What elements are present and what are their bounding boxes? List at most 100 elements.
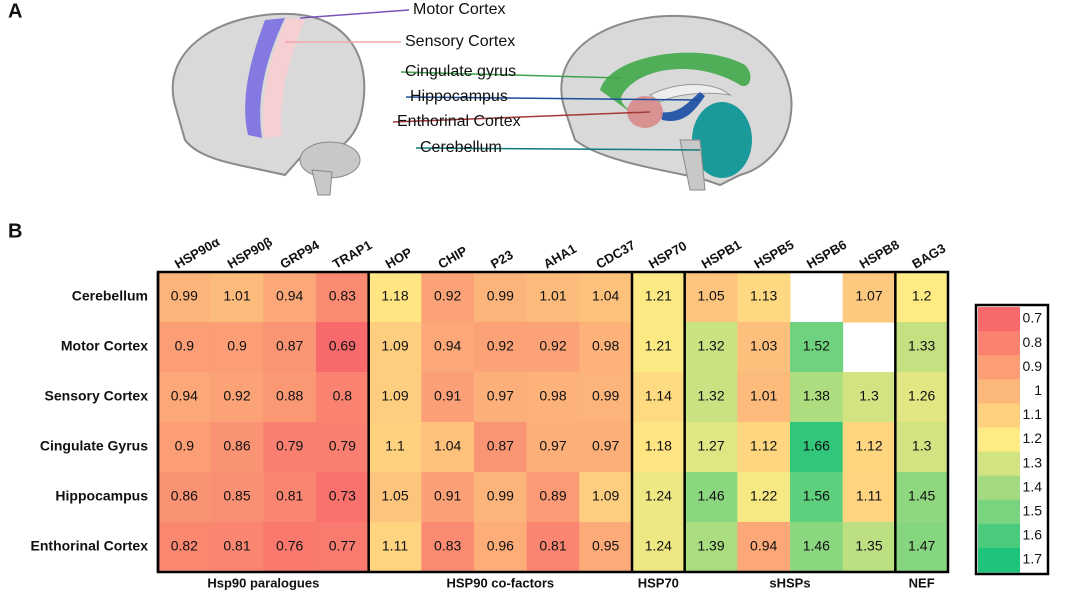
cell-label: 1.21 xyxy=(645,288,672,304)
cell-label: 1.05 xyxy=(381,488,408,504)
colorbar-label: 1 xyxy=(1034,382,1042,398)
column-label: GRP94 xyxy=(277,237,322,272)
heatmap-cell xyxy=(158,272,212,323)
heatmap-cell xyxy=(263,522,317,573)
column-label: P23 xyxy=(488,247,516,272)
cell-label: 1.09 xyxy=(381,388,408,404)
heatmap-cell xyxy=(684,422,738,473)
colorbar-swatch xyxy=(978,427,1020,453)
heatmap-cell xyxy=(632,272,686,323)
colorbar-swatch xyxy=(978,499,1020,525)
cell-label: 0.92 xyxy=(223,388,250,404)
heatmap-cell xyxy=(316,372,370,423)
column-label: HSP70 xyxy=(646,238,689,272)
cell-label: 1.39 xyxy=(697,538,724,554)
heatmap-cell xyxy=(421,372,475,423)
heatmap-cell xyxy=(579,272,633,323)
group-label: NEF xyxy=(909,575,935,590)
column-label: HSPB8 xyxy=(857,237,902,272)
colorbar-label: 1.7 xyxy=(1023,551,1043,567)
cell-label: 0.8 xyxy=(333,388,353,404)
row-label: Sensory Cortex xyxy=(45,388,149,404)
column-label: CHIP xyxy=(435,243,470,272)
lateral-brain xyxy=(171,12,366,196)
heatmap-cell xyxy=(421,422,475,473)
heatmap-cell xyxy=(895,372,949,423)
heatmap-cell xyxy=(632,372,686,423)
cell-label: 1.09 xyxy=(381,338,408,354)
heatmap-border xyxy=(156,270,950,574)
panel-label: B xyxy=(8,220,22,242)
heatmap-cell xyxy=(210,322,264,373)
colorbar-label: 1.4 xyxy=(1023,478,1043,494)
heatmap-cell xyxy=(842,522,896,573)
colorbar-label: 0.9 xyxy=(1023,358,1043,374)
column-label: BAG3 xyxy=(909,241,948,272)
heatmap-cell xyxy=(684,522,738,573)
group-label: HSP90 co-factors xyxy=(447,575,555,590)
cell-label: 0.99 xyxy=(487,288,514,304)
heatmap-cell xyxy=(842,472,896,523)
cell-label: 0.87 xyxy=(276,338,303,354)
heatmap-cell xyxy=(632,422,686,473)
cell-label: 1.46 xyxy=(697,488,724,504)
cell-label: 0.79 xyxy=(276,438,303,454)
leader-line xyxy=(415,147,701,151)
colorbar-swatch xyxy=(978,451,1020,477)
cell-label: 1.1 xyxy=(385,438,405,454)
heatmap-cell xyxy=(316,322,370,373)
heatmap-cell xyxy=(579,322,633,373)
heatmap-cell xyxy=(526,272,580,323)
panel-label: A xyxy=(8,0,22,22)
heatmap-cell xyxy=(421,472,475,523)
cell-label: 0.76 xyxy=(276,538,303,554)
heatmap-cell xyxy=(684,372,738,423)
colorbar-label: 1.1 xyxy=(1023,406,1043,422)
heatmap-cell xyxy=(158,472,212,523)
cell-label: 1.04 xyxy=(592,288,619,304)
heatmap-cell xyxy=(210,372,264,423)
heatmap-cell xyxy=(421,522,475,573)
heatmap-cell xyxy=(474,272,528,323)
heatmap-cell xyxy=(526,372,580,423)
cell-label: 1.09 xyxy=(592,488,619,504)
cell-label: 0.98 xyxy=(592,338,619,354)
column-label: CDC37 xyxy=(593,237,637,271)
column-label: TRAP1 xyxy=(330,237,374,271)
cell-label: 1.12 xyxy=(855,438,882,454)
heatmap-cell xyxy=(158,422,212,473)
cell-label: 0.99 xyxy=(487,488,514,504)
heatmap-cell xyxy=(316,472,370,523)
cell-label: 0.97 xyxy=(539,438,566,454)
heatmap-cell xyxy=(579,522,633,573)
colorbar-swatch xyxy=(978,523,1020,549)
heatmap-cell xyxy=(316,272,370,323)
heatmap-cell xyxy=(684,322,738,373)
group-label: Hsp90 paralogues xyxy=(207,575,319,590)
cell-label: 1.01 xyxy=(750,388,777,404)
cell-label: 0.81 xyxy=(223,538,250,554)
heatmap-cell xyxy=(158,522,212,573)
heatmap-cell xyxy=(526,322,580,373)
cell-label: 0.98 xyxy=(539,388,566,404)
heatmap-cell xyxy=(895,522,949,573)
cell-label: 1.46 xyxy=(803,538,830,554)
row-label: Cingulate Gyrus xyxy=(40,438,148,454)
group-label: HSP70 xyxy=(638,575,679,590)
cell-label: 0.73 xyxy=(329,488,356,504)
heatmap-cell xyxy=(737,322,791,373)
cell-label: 1.22 xyxy=(750,488,777,504)
heatmap-cell xyxy=(421,272,475,323)
heatmap-cell xyxy=(842,422,896,473)
heatmap-cell xyxy=(210,422,264,473)
cell-label: 1.2 xyxy=(912,288,932,304)
heatmap-cell xyxy=(632,522,686,573)
cell-label: 1.03 xyxy=(750,338,777,354)
heatmap-cell xyxy=(368,322,422,373)
cell-label: 1.35 xyxy=(855,538,882,554)
cell-label: 0.86 xyxy=(171,488,198,504)
heatmap-cell xyxy=(790,472,844,523)
cell-label: 0.9 xyxy=(175,438,195,454)
cell-label: 1.24 xyxy=(645,488,672,504)
